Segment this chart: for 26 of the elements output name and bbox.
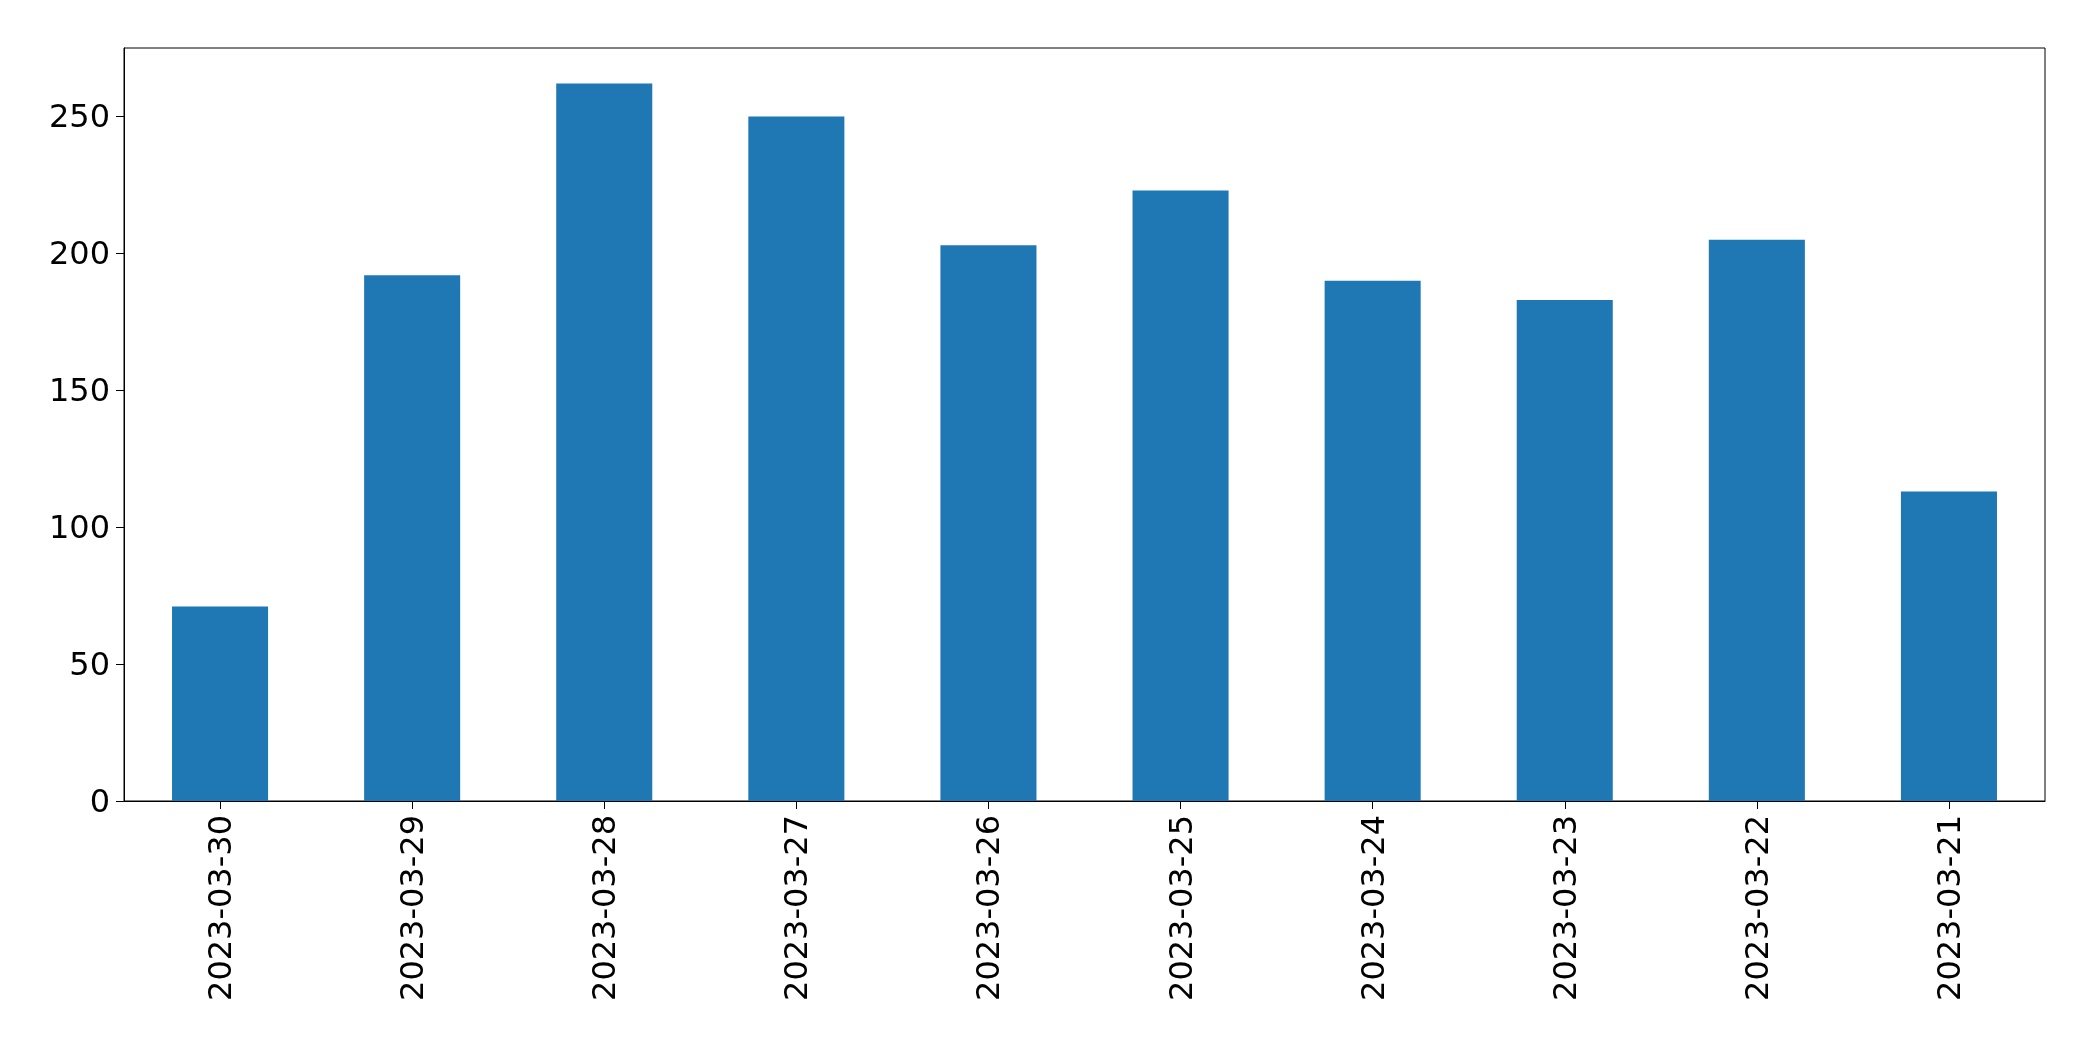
x-tick-label: 2023-03-21 — [1929, 815, 1968, 1001]
x-tick-label: 2023-03-29 — [393, 815, 432, 1001]
bar — [1132, 190, 1229, 801]
y-tick-label: 100 — [48, 508, 110, 547]
bar — [1516, 299, 1613, 801]
x-tick-label: 2023-03-28 — [585, 815, 624, 1001]
bar — [172, 606, 269, 801]
bar — [748, 116, 845, 801]
x-tick-label: 2023-03-23 — [1545, 815, 1584, 1001]
x-tick-label: 2023-03-30 — [201, 815, 240, 1001]
bar — [940, 245, 1037, 801]
x-tick-label: 2023-03-26 — [969, 815, 1008, 1001]
bar — [556, 83, 653, 801]
bar — [1708, 239, 1805, 801]
y-tick-label: 50 — [69, 645, 110, 684]
x-tick-label: 2023-03-22 — [1737, 815, 1776, 1001]
y-tick-label: 0 — [89, 782, 110, 820]
x-tick-label: 2023-03-25 — [1161, 815, 1200, 1001]
bar — [1900, 491, 1997, 801]
y-tick-label: 150 — [48, 371, 110, 410]
x-tick-label: 2023-03-27 — [777, 815, 816, 1001]
bar — [1324, 280, 1421, 801]
x-tick-label: 2023-03-24 — [1353, 815, 1392, 1001]
y-tick-label: 200 — [48, 234, 110, 273]
y-tick-label: 250 — [48, 97, 110, 136]
bar — [364, 275, 461, 801]
